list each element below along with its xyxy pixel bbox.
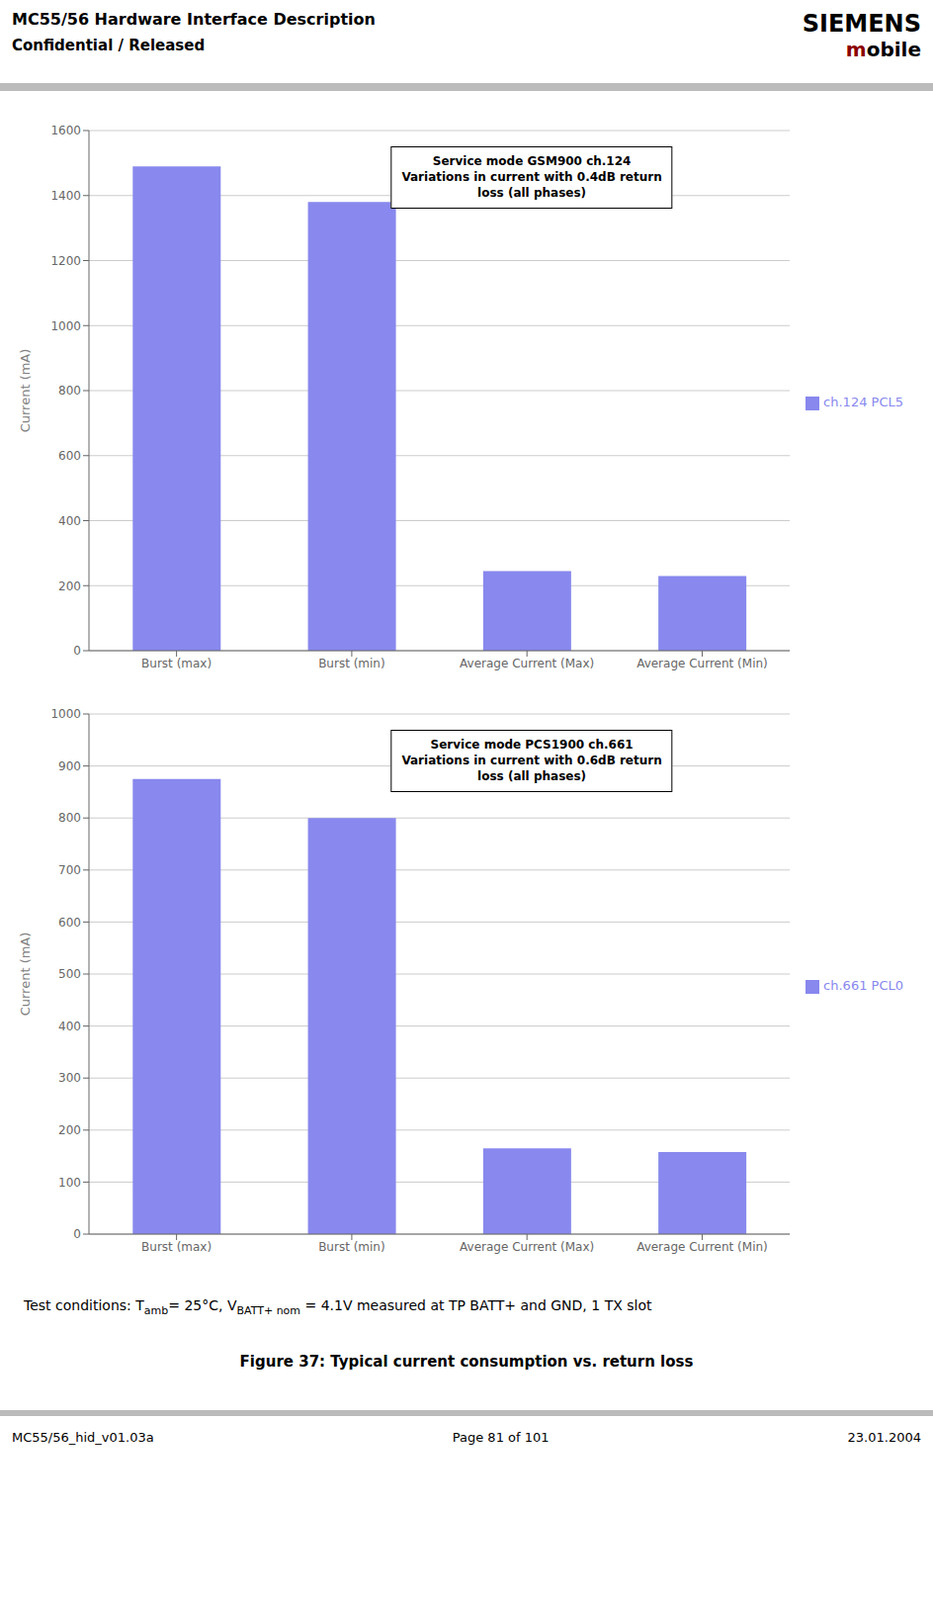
html-text:ch.661 PCL0: ch.661 PCL0 xyxy=(823,977,904,993)
svg-text:1000: 1000 xyxy=(50,706,82,721)
svg-text:200: 200 xyxy=(58,1122,82,1137)
svg-text:600: 600 xyxy=(58,448,82,463)
svg-text:1600: 1600 xyxy=(50,123,82,138)
svg-text:800: 800 xyxy=(58,383,82,398)
svg-text:100: 100 xyxy=(58,1175,82,1189)
svg-text:800: 800 xyxy=(58,810,82,825)
svg-text:Average Current (Max): Average Current (Max) xyxy=(459,656,594,671)
svg-text:1200: 1200 xyxy=(50,254,82,268)
svg-text:500: 500 xyxy=(58,966,82,981)
svg-text:Burst (max): Burst (max) xyxy=(141,656,212,671)
svg-text:1000: 1000 xyxy=(50,319,82,334)
html-text:Confidential / Released: Confidential / Released xyxy=(11,36,205,55)
svg-text:Average Current (Max): Average Current (Max) xyxy=(459,1239,594,1254)
html-text:Page 81 of 101: Page 81 of 101 xyxy=(452,1428,550,1444)
svg-text:Current (mA): Current (mA) xyxy=(17,348,33,433)
svg-text:600: 600 xyxy=(58,915,82,930)
html-text:SIEMENS: SIEMENS xyxy=(802,9,922,38)
html-text:Figure 37: Typical current con: Figure 37: Typical current consumption v… xyxy=(239,1351,694,1370)
svg-text:700: 700 xyxy=(58,862,82,877)
svg-text:0: 0 xyxy=(73,643,82,658)
html-text:23.01.2004: 23.01.2004 xyxy=(847,1428,922,1444)
html-text:Service mode PCS1900 ch.661: Service mode PCS1900 ch.661 xyxy=(430,737,634,752)
html-text:loss (all phases): loss (all phases) xyxy=(477,769,587,784)
svg-text:Average Current (Min): Average Current (Min) xyxy=(636,656,768,671)
html-text:Service mode GSM900 ch.124: Service mode GSM900 ch.124 xyxy=(432,154,631,169)
svg-text:Average Current (Min): Average Current (Min) xyxy=(636,1239,768,1254)
html-text:ch.124 PCL5: ch.124 PCL5 xyxy=(823,394,904,410)
html-text:MC55/56 Hardware Interface Des: MC55/56 Hardware Interface Description xyxy=(11,9,376,29)
html-text:Variations in current with 0.6: Variations in current with 0.6dB return xyxy=(401,753,662,768)
svg-text:Current (mA): Current (mA) xyxy=(17,932,33,1017)
svg-text:Burst (min): Burst (min) xyxy=(318,656,386,671)
svg-text:300: 300 xyxy=(58,1070,82,1085)
svg-text:1400: 1400 xyxy=(50,188,82,203)
svg-text:Burst (min): Burst (min) xyxy=(318,1239,386,1254)
svg-text:900: 900 xyxy=(58,759,82,773)
html-text:m obile: m obile xyxy=(845,37,922,62)
svg-text:0: 0 xyxy=(73,1226,82,1241)
html-text:Test conditions: Tamb= 25°C, V: Test conditions: Tamb= 25°C, VBATT+ nom=… xyxy=(23,1296,652,1317)
svg-text:Burst (max): Burst (max) xyxy=(141,1239,212,1254)
svg-text:400: 400 xyxy=(58,1018,82,1033)
html-text:MC55/56_hid_v01.03a: MC55/56_hid_v01.03a xyxy=(11,1428,154,1444)
html-text:loss (all phases): loss (all phases) xyxy=(477,186,587,201)
svg-text:200: 200 xyxy=(58,579,82,594)
svg-text:400: 400 xyxy=(58,513,82,528)
html-text:Variations in current with 0.4: Variations in current with 0.4dB return xyxy=(401,170,662,185)
